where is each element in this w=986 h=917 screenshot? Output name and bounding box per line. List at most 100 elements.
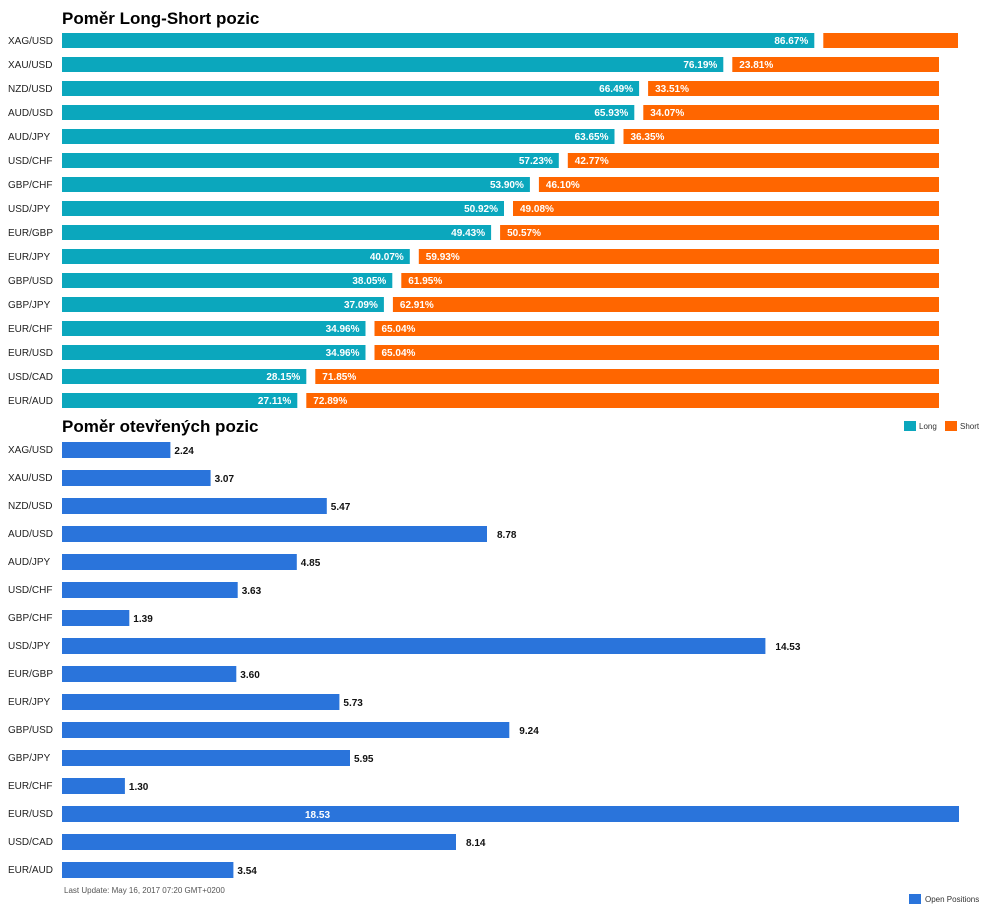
long-bar — [62, 177, 530, 192]
open-positions-bar — [62, 778, 125, 794]
short-value-label: 34.07% — [650, 108, 684, 119]
open-value-label: 3.63 — [242, 586, 262, 597]
open-value-label: 8.78 — [497, 530, 517, 541]
long-value-label: 34.96% — [326, 324, 360, 335]
long-short-bars: XAG/USD 86.67% XAU/USD 76.19% 23.81% NZD/USD 6… — [8, 33, 958, 408]
long-value-label: 63.65% — [575, 132, 609, 143]
chart-2-title: Poměr otevřených pozic — [62, 417, 259, 436]
category-label: USD/CAD — [8, 372, 53, 383]
long-bar — [62, 57, 724, 72]
category-label: GBP/CHF — [8, 613, 52, 624]
open-value-label: 9.24 — [519, 726, 539, 737]
long-value-label: 38.05% — [352, 276, 386, 287]
short-bar — [401, 273, 939, 288]
legend-short-label: Short — [960, 422, 980, 431]
category-label: EUR/AUD — [8, 865, 53, 876]
legend-open: Open Positions — [909, 894, 979, 904]
long-value-label: 34.96% — [326, 348, 360, 359]
short-value-label: 42.77% — [575, 156, 609, 167]
long-value-label: 37.09% — [344, 300, 378, 311]
category-label: USD/JPY — [8, 204, 51, 215]
short-value-label: 65.04% — [382, 324, 416, 335]
short-bar — [648, 81, 939, 96]
open-value-label: 4.85 — [301, 558, 321, 569]
short-bar — [732, 57, 939, 72]
category-label: EUR/GBP — [8, 669, 53, 680]
short-bar — [374, 321, 939, 336]
long-bar — [62, 345, 366, 360]
short-value-label: 65.04% — [382, 348, 416, 359]
open-value-label: 3.60 — [240, 670, 260, 681]
long-bar — [62, 297, 384, 312]
open-value-label: 3.54 — [237, 866, 257, 877]
long-value-label: 53.90% — [490, 180, 524, 191]
short-value-label: 59.93% — [426, 252, 460, 263]
open-positions-bar — [62, 834, 456, 850]
legend-long-label: Long — [919, 422, 937, 431]
short-bar — [823, 33, 958, 48]
short-bar — [306, 393, 939, 408]
legend-open-swatch — [909, 894, 921, 904]
short-value-label: 36.35% — [631, 132, 665, 143]
open-value-label: 8.14 — [466, 838, 486, 849]
long-value-label: 57.23% — [519, 156, 553, 167]
short-bar — [567, 153, 939, 168]
short-bar — [538, 177, 939, 192]
open-positions-bar — [62, 862, 234, 878]
category-label: GBP/CHF — [8, 180, 52, 191]
long-bar — [62, 225, 492, 240]
open-positions-bar — [62, 582, 238, 598]
long-value-label: 50.92% — [464, 204, 498, 215]
legend-short-swatch — [945, 421, 957, 431]
category-label: EUR/GBP — [8, 228, 53, 239]
open-positions-bar — [62, 694, 340, 710]
long-value-label: 76.19% — [683, 60, 717, 71]
chart-1-title: Poměr Long-Short pozic — [62, 9, 259, 28]
long-bar — [62, 273, 393, 288]
category-label: EUR/AUD — [8, 396, 53, 407]
short-bar — [374, 345, 939, 360]
open-positions-bar — [62, 638, 766, 654]
open-positions-bar — [62, 470, 211, 486]
open-positions-bar — [62, 554, 297, 570]
long-value-label: 49.43% — [451, 228, 485, 239]
short-bar — [623, 129, 939, 144]
open-positions-bar — [62, 498, 327, 514]
long-value-label: 40.07% — [370, 252, 404, 263]
category-label: NZD/USD — [8, 84, 52, 95]
category-label: EUR/USD — [8, 809, 53, 820]
category-label: EUR/JPY — [8, 252, 51, 263]
short-bar — [500, 225, 939, 240]
short-value-label: 72.89% — [313, 396, 347, 407]
short-value-label: 49.08% — [520, 204, 554, 215]
long-bar — [62, 129, 615, 144]
short-value-label: 62.91% — [400, 300, 434, 311]
long-bar — [62, 249, 410, 264]
category-label: USD/JPY — [8, 641, 51, 652]
short-value-label: 23.81% — [739, 60, 773, 71]
long-value-label: 65.93% — [594, 108, 628, 119]
category-label: AUD/JPY — [8, 132, 51, 143]
category-label: USD/CHF — [8, 585, 52, 596]
short-value-label: 46.10% — [546, 180, 580, 191]
short-value-label: 33.51% — [655, 84, 689, 95]
category-label: XAU/USD — [8, 473, 52, 484]
legend-long-short: Long Short — [904, 421, 980, 431]
category-label: USD/CHF — [8, 156, 52, 167]
open-value-label: 1.30 — [129, 782, 149, 793]
category-label: USD/CAD — [8, 837, 53, 848]
open-positions-bar — [62, 722, 510, 738]
category-label: GBP/JPY — [8, 300, 51, 311]
long-bar — [62, 81, 640, 96]
short-bar — [418, 249, 939, 264]
last-update-text: Last Update: May 16, 2017 07:20 GMT+0200 — [64, 886, 225, 895]
open-value-label: 5.47 — [331, 502, 351, 513]
long-value-label: 86.67% — [774, 36, 808, 47]
open-value-label: 18.53 — [305, 810, 330, 821]
short-bar — [315, 369, 939, 384]
category-label: GBP/USD — [8, 276, 53, 287]
category-label: AUD/USD — [8, 529, 53, 540]
category-label: EUR/USD — [8, 348, 53, 359]
